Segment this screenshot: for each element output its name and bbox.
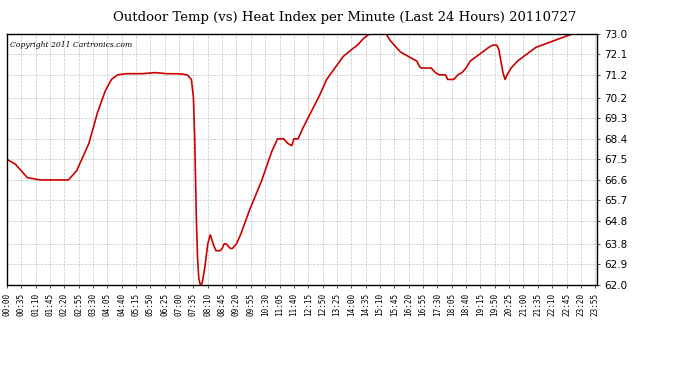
Text: Copyright 2011 Cartronics.com: Copyright 2011 Cartronics.com (10, 41, 132, 49)
Text: Outdoor Temp (vs) Heat Index per Minute (Last 24 Hours) 20110727: Outdoor Temp (vs) Heat Index per Minute … (113, 11, 577, 24)
